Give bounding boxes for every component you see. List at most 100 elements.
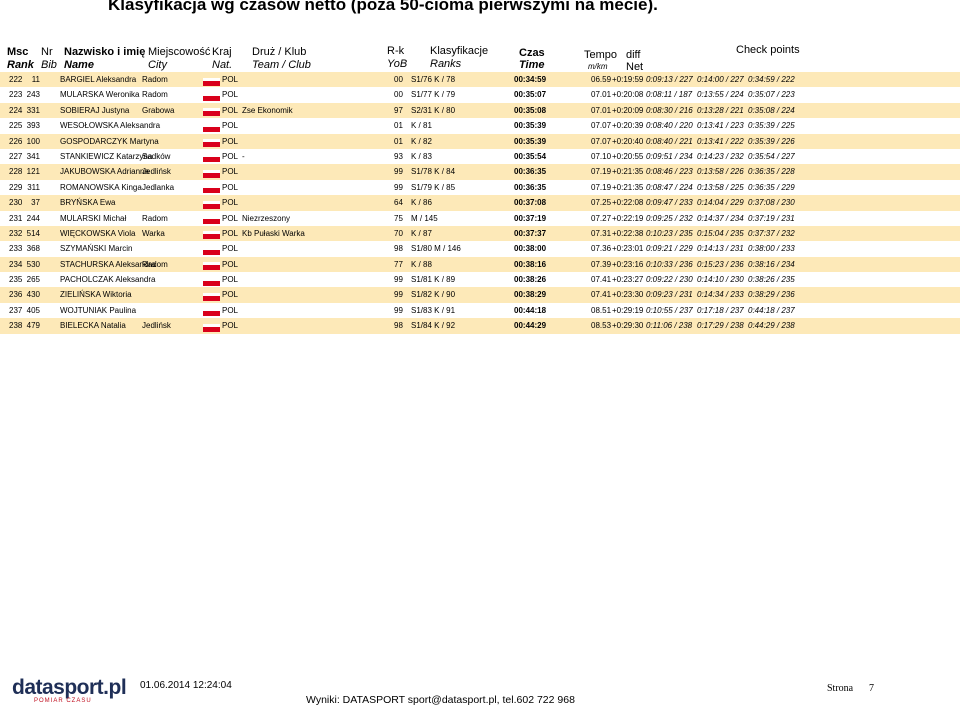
cell-rank: 222	[9, 75, 23, 84]
table-row: 232 514 WIĘCKOWSKA Viola Warka POL Kb Pułaski…	[0, 225, 960, 242]
cell-time: 00:44:29	[514, 321, 547, 331]
cell-cp3: 0:38:29 / 236	[748, 290, 795, 300]
col-header-city: City	[148, 59, 167, 71]
cell-cp1: 0:10:55 / 237	[646, 305, 693, 315]
cell-yob: 99	[394, 290, 403, 300]
table-row: 222 11 BARGIEL Aleksandra Radom POL 00 S1/76 K…	[0, 72, 960, 88]
cell-name: SOBIERAJ Justyna	[60, 105, 130, 115]
cell-diff: +0:19:59	[612, 75, 644, 84]
cell-city: Jedlińsk	[142, 321, 171, 331]
col-header-team: Team / Club	[252, 59, 311, 71]
cell-nat: POL	[222, 151, 239, 161]
table-row: 228 121 JAKUBOWSKA Adrianna Jedlińsk POL 99 S1…	[0, 164, 960, 180]
cell-cp3: 0:36:35 / 229	[748, 182, 795, 192]
cell-yob: 00	[394, 90, 403, 100]
cell-yob: 64	[394, 198, 403, 208]
poland-flag-icon	[203, 169, 220, 178]
cell-cp1: 0:08:40 / 220	[646, 121, 693, 131]
table-row: 224 331 SOBIERAJ Justyna Grabowa POL Zse Ekon…	[0, 102, 960, 119]
cell-nat: POL	[222, 90, 239, 100]
cell-ranks: K / 82	[411, 136, 432, 146]
cell-cp1: 0:09:47 / 233	[646, 198, 693, 208]
cell-yob: 98	[394, 244, 403, 254]
poland-flag-icon	[203, 185, 220, 194]
cell-diff: +0:23:30	[612, 290, 644, 300]
cell-diff: +0:20:08	[612, 90, 644, 100]
cell-city: Jedlińsk	[142, 167, 171, 177]
col-header-nazwisko: Nazwisko i imię	[64, 46, 146, 58]
cell-diff: +0:22:19	[612, 213, 644, 223]
table-row: 231 244 MULARSKI Michał Radom POL Niezrzeszon…	[0, 211, 960, 226]
cell-bib: 265	[26, 275, 40, 285]
cell-bib: 244	[26, 213, 40, 223]
cell-ranks: K / 86	[411, 198, 432, 208]
cell-bib: 393	[26, 121, 40, 131]
table-row: 236 430 ZIELIŃSKA Wiktoria POL 99 S1/82 K / 9…	[0, 287, 960, 303]
cell-nat: POL	[222, 321, 239, 331]
cell-rank: 228	[9, 167, 23, 177]
col-header-rank: Rank	[7, 59, 34, 71]
cell-rank: 238	[9, 321, 23, 331]
cell-nat: POL	[222, 105, 239, 115]
cell-cp1: 0:10:33 / 236	[646, 259, 693, 269]
print-date: 01.06.2014 12:24:04	[140, 680, 232, 691]
table-row: 234 530 STACHURSKA Aleksandra Radom POL 77 K /…	[0, 256, 960, 273]
cell-bib: 121	[26, 167, 40, 177]
cell-name: STANKIEWICZ Katarzyna	[60, 151, 153, 161]
cell-diff: +0:21:35	[612, 167, 644, 177]
cell-bib: 479	[26, 321, 40, 331]
col-header-yob: YoB	[387, 58, 408, 70]
cell-tempo: 07.41	[591, 290, 612, 300]
cell-name: WESOŁOWSKA Aleksandra	[60, 121, 161, 131]
cell-cp3: 0:35:07 / 223	[748, 90, 795, 100]
cell-city: Radom	[142, 75, 168, 84]
col-header-miejscowosc: Miejscowość	[148, 46, 211, 58]
cell-cp2: 0:13:28 / 221	[697, 105, 744, 115]
col-header-bib: Bib	[41, 59, 57, 71]
cell-bib: 100	[26, 136, 40, 146]
poland-flag-icon	[203, 123, 220, 132]
cell-time: 00:36:35	[514, 167, 547, 177]
col-header-time: Time	[519, 59, 545, 71]
cell-time: 00:38:16	[514, 259, 547, 269]
cell-bib: 514	[26, 228, 40, 238]
cell-yob: 70	[394, 228, 403, 238]
cell-tempo: 07.07	[591, 136, 612, 146]
cell-name: WIĘCKOWSKA Viola	[60, 228, 136, 238]
col-header-klasyfikacje: Klasyfikacje	[430, 45, 489, 57]
cell-name: MULARSKA Weronika	[60, 90, 140, 100]
cell-yob: 77	[394, 259, 403, 269]
cell-time: 00:35:54	[514, 151, 547, 161]
cell-cp2: 0:15:23 / 236	[697, 259, 744, 269]
cell-cp2: 0:14:00 / 227	[697, 75, 744, 84]
cell-diff: +0:29:30	[612, 321, 644, 331]
cell-diff: +0:22:08	[612, 198, 644, 208]
datasport-logo: datasport.pl	[12, 676, 127, 699]
cell-rank: 229	[9, 182, 23, 192]
cell-tempo: 06.59	[591, 75, 612, 84]
cell-rank: 231	[9, 213, 23, 223]
cell-tempo: 07.25	[591, 198, 612, 208]
cell-cp3: 0:44:18 / 237	[748, 305, 795, 315]
cell-ranks: S1/82 K / 90	[411, 290, 456, 300]
cell-yob: 99	[394, 305, 403, 315]
cell-ranks: S1/76 K / 78	[411, 75, 456, 84]
cell-tempo: 07.07	[591, 121, 612, 131]
cell-tempo: 08.51	[591, 305, 612, 315]
cell-yob: 01	[394, 121, 403, 131]
cell-time: 00:34:59	[514, 75, 547, 84]
cell-nat: POL	[222, 213, 239, 223]
cell-cp1: 0:11:06 / 238	[646, 321, 693, 331]
cell-city: Radom	[142, 259, 168, 269]
poland-flag-icon	[203, 108, 220, 117]
cell-tempo: 07.10	[591, 151, 612, 161]
cell-bib: 331	[26, 105, 40, 115]
cell-time: 00:44:18	[514, 305, 547, 315]
results-contact: Wyniki: DATASPORT sport@datasport.pl, te…	[306, 694, 575, 706]
cell-name: BRYŃSKA Ewa	[60, 198, 116, 208]
cell-tempo: 07.36	[591, 244, 612, 254]
cell-diff: +0:23:01	[612, 244, 644, 254]
cell-ranks: S1/84 K / 92	[411, 321, 456, 331]
cell-bib: 530	[26, 259, 40, 269]
col-header-czas: Czas	[519, 47, 545, 59]
